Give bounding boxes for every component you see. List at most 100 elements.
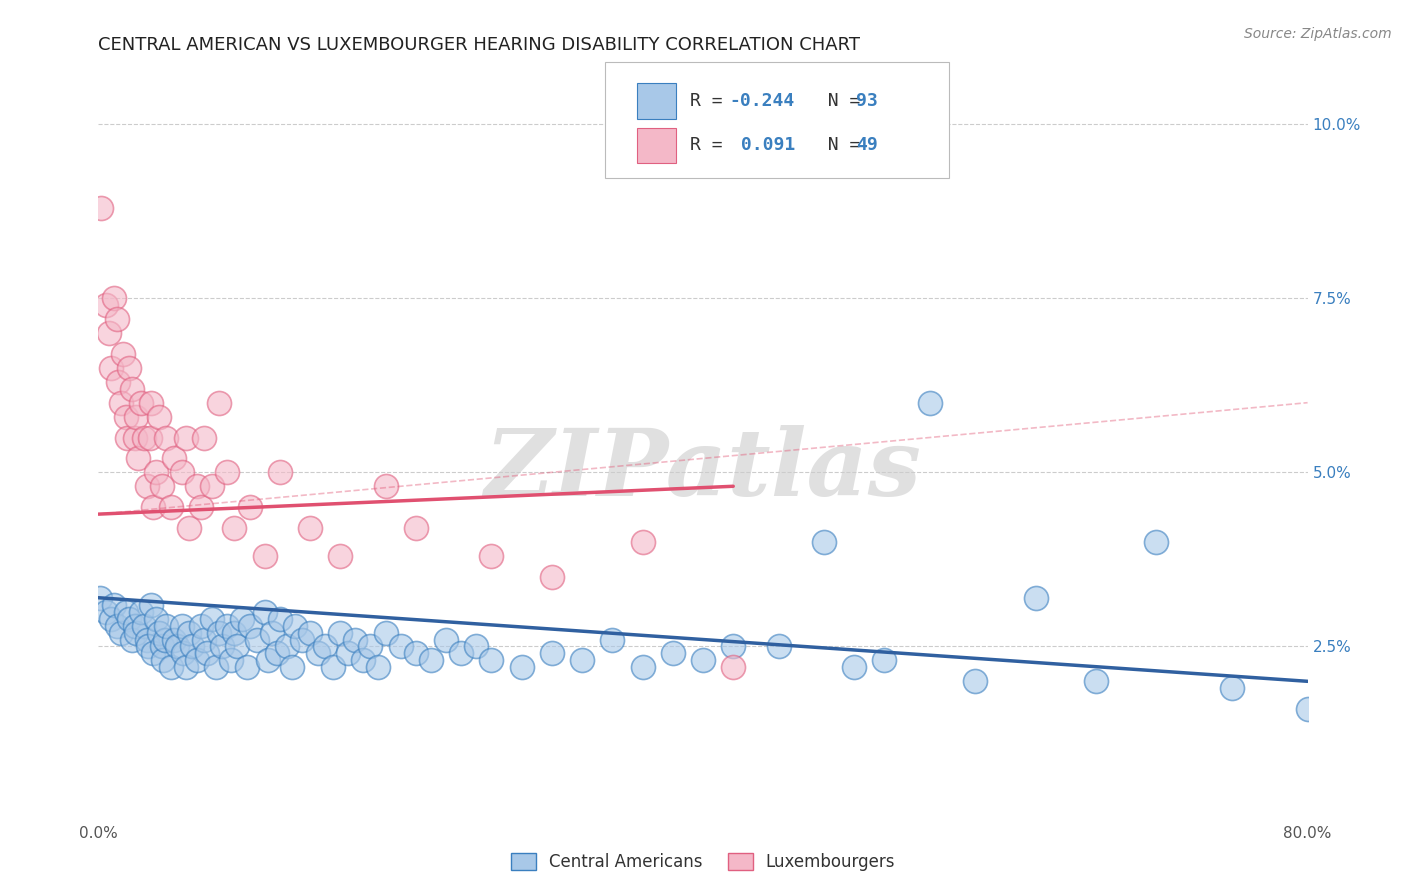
Point [723, 660, 745, 674]
Text: 93: 93 [856, 92, 877, 110]
Point [1296, 702, 1319, 716]
Point [256, 653, 278, 667]
Point [94, 605, 117, 619]
Point [98, 326, 121, 340]
Point [226, 640, 249, 654]
Point [148, 625, 170, 640]
Point [135, 479, 157, 493]
Point [155, 618, 177, 632]
Point [873, 653, 896, 667]
Point [224, 521, 246, 535]
Point [374, 479, 396, 493]
Point [179, 521, 201, 535]
Point [107, 375, 129, 389]
Point [299, 521, 322, 535]
Point [224, 625, 246, 640]
Point [420, 653, 443, 667]
Point [352, 653, 374, 667]
Point [125, 625, 148, 640]
Point [246, 632, 269, 647]
Point [163, 451, 186, 466]
Point [266, 647, 288, 661]
Point [965, 674, 987, 689]
Point [132, 618, 155, 632]
Point [142, 647, 165, 661]
Point [434, 632, 457, 647]
Text: ZIPatlas: ZIPatlas [485, 425, 921, 515]
Point [813, 535, 835, 549]
Point [389, 640, 412, 654]
Point [110, 625, 132, 640]
Point [103, 598, 125, 612]
Point [540, 647, 562, 661]
Point [1144, 535, 1167, 549]
Point [281, 660, 304, 674]
Text: R =: R = [690, 92, 734, 110]
Point [150, 640, 173, 654]
Point [190, 618, 212, 632]
Point [100, 612, 122, 626]
Point [114, 605, 136, 619]
Point [142, 500, 165, 515]
Point [179, 625, 201, 640]
Point [125, 409, 148, 424]
Point [1220, 681, 1243, 696]
Point [405, 647, 427, 661]
Point [135, 632, 157, 647]
Point [166, 640, 188, 654]
Text: CENTRAL AMERICAN VS LUXEMBOURGER HEARING DISABILITY CORRELATION CHART: CENTRAL AMERICAN VS LUXEMBOURGER HEARING… [98, 36, 860, 54]
Point [148, 409, 170, 424]
Point [307, 647, 329, 661]
Point [231, 612, 253, 626]
Point [253, 549, 276, 563]
Point [299, 625, 322, 640]
Point [1085, 674, 1108, 689]
Text: 49: 49 [856, 136, 877, 154]
Point [253, 605, 276, 619]
Point [145, 466, 167, 480]
Point [481, 653, 503, 667]
Point [269, 466, 291, 480]
Point [450, 647, 472, 661]
Point [221, 653, 243, 667]
Point [692, 653, 714, 667]
Point [160, 660, 183, 674]
Point [153, 632, 176, 647]
Point [139, 430, 162, 444]
Point [118, 612, 141, 626]
Point [141, 598, 163, 612]
Point [723, 640, 745, 654]
Text: N =: N = [806, 136, 870, 154]
Point [314, 640, 336, 654]
Point [329, 549, 352, 563]
Point [121, 632, 143, 647]
Point [110, 395, 132, 409]
Point [1024, 591, 1046, 605]
Point [344, 632, 367, 647]
Point [129, 605, 152, 619]
Point [195, 647, 218, 661]
Point [262, 625, 284, 640]
Point [631, 660, 654, 674]
Point [124, 430, 146, 444]
Point [768, 640, 790, 654]
Point [190, 500, 212, 515]
Point [239, 618, 262, 632]
Point [152, 653, 174, 667]
Text: -0.244: -0.244 [730, 92, 794, 110]
Point [510, 660, 533, 674]
Point [89, 591, 111, 605]
Point [405, 521, 427, 535]
Point [174, 660, 197, 674]
Point [360, 640, 382, 654]
Point [208, 395, 231, 409]
Point [193, 632, 215, 647]
Point [284, 618, 307, 632]
Point [132, 430, 155, 444]
Point [121, 382, 143, 396]
Point [571, 653, 593, 667]
Point [291, 632, 314, 647]
Point [114, 409, 136, 424]
Point [100, 360, 122, 375]
Point [918, 395, 941, 409]
